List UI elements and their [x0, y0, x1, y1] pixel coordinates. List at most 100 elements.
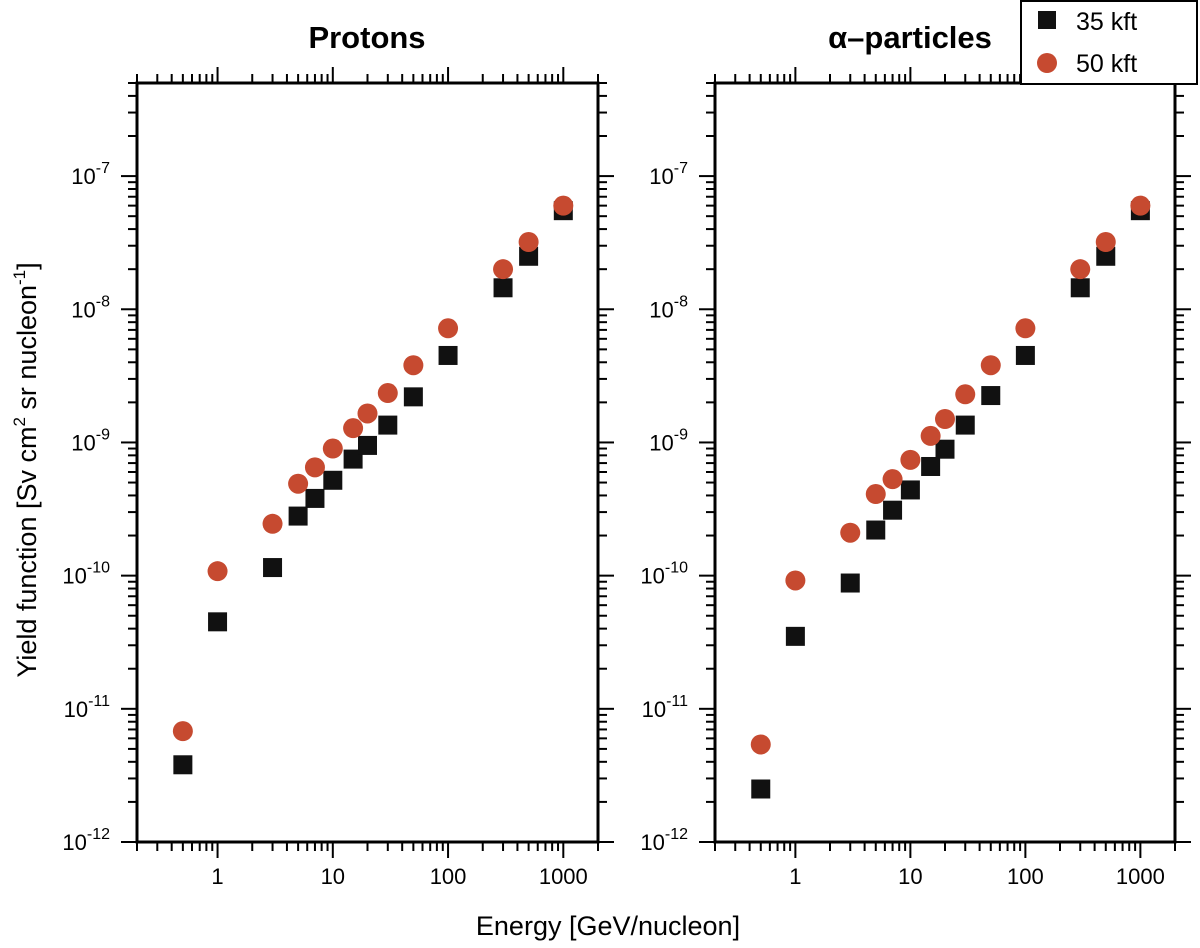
y-tick-label-protons: 10-8: [71, 293, 110, 322]
point-50kft-protons: [343, 418, 364, 439]
y-tick-exponent: -12: [665, 826, 688, 843]
point-35kft-alpha: [955, 415, 975, 435]
y-tick-mantissa: 10: [64, 697, 88, 722]
point-50kft-alpha: [785, 570, 806, 591]
panel-title-protons: Protons: [308, 20, 425, 55]
point-35kft-protons: [343, 449, 363, 469]
y-tick-exponent: -7: [96, 160, 110, 177]
y-tick-mantissa: 10: [62, 830, 86, 855]
point-35kft-protons: [378, 415, 398, 435]
point-50kft-alpha: [980, 355, 1001, 376]
y-axis-label-sup-1: 2: [10, 417, 29, 426]
point-50kft-protons: [553, 195, 574, 216]
point-50kft-protons: [377, 383, 398, 404]
point-35kft-protons: [403, 387, 423, 407]
y-tick-mantissa: 10: [640, 564, 664, 589]
y-tick-mantissa: 10: [71, 164, 95, 189]
point-50kft-alpha: [900, 449, 921, 470]
point-50kft-alpha: [1015, 318, 1036, 339]
legend-marker-50kft: [1037, 53, 1057, 73]
y-tick-exponent: -9: [674, 426, 688, 443]
panel-title-alpha: α–particles: [828, 20, 992, 55]
point-50kft-alpha: [882, 469, 903, 490]
y-tick-exponent: -8: [674, 293, 688, 310]
point-35kft-protons: [358, 435, 377, 455]
point-50kft-alpha: [955, 384, 976, 405]
point-50kft-alpha: [935, 409, 955, 430]
legend-label-35kft: 35 kft: [1076, 8, 1137, 36]
y-tick-label-protons: 10-11: [64, 693, 111, 722]
point-50kft-protons: [322, 438, 343, 459]
y-tick-exponent: -12: [87, 826, 110, 843]
y-tick-label-alpha: 10-7: [649, 160, 688, 189]
point-50kft-protons: [403, 355, 424, 376]
point-35kft-alpha: [981, 386, 1001, 406]
legend: 35 kft 50 kft: [1020, 0, 1198, 85]
y-tick-label-protons: 10-9: [71, 426, 110, 455]
y-axis-label-middle: sr nucleon: [12, 285, 42, 417]
point-35kft-protons: [493, 278, 513, 298]
y-axis-label: Yield function [Sv cm2 sr nucleon-1]: [10, 262, 42, 677]
point-50kft-protons: [207, 561, 228, 582]
y-tick-exponent: -10: [665, 560, 688, 577]
point-35kft-alpha: [866, 520, 886, 540]
point-50kft-alpha: [1095, 231, 1116, 252]
point-35kft-protons: [208, 612, 228, 632]
legend-marker-35kft: [1038, 11, 1056, 29]
y-tick-mantissa: 10: [71, 430, 95, 455]
point-35kft-alpha: [883, 500, 903, 520]
point-35kft-alpha: [935, 439, 955, 459]
point-50kft-protons: [493, 259, 514, 280]
x-tick-label-alpha: 10: [898, 864, 922, 889]
point-35kft-protons: [263, 558, 283, 578]
y-axis-label-main: Yield function [Sv cm: [12, 427, 42, 678]
point-35kft-alpha: [1096, 246, 1116, 266]
y-tick-label-alpha: 10-10: [640, 560, 688, 589]
y-axis-label-sup-2: -1: [10, 270, 29, 285]
point-35kft-alpha: [921, 456, 941, 476]
point-35kft-alpha: [840, 573, 860, 593]
y-tick-exponent: -11: [88, 693, 110, 710]
point-50kft-protons: [304, 457, 325, 478]
point-50kft-protons: [288, 473, 309, 494]
x-tick-label-protons: 1: [211, 864, 223, 889]
point-35kft-alpha: [751, 779, 771, 799]
y-tick-mantissa: 10: [62, 564, 86, 589]
x-tick-label-protons: 1000: [539, 864, 588, 889]
y-tick-exponent: -7: [674, 160, 688, 177]
y-tick-exponent: -10: [87, 560, 110, 577]
y-tick-exponent: -11: [666, 693, 688, 710]
point-50kft-protons: [172, 721, 193, 742]
point-35kft-alpha: [1070, 278, 1090, 298]
y-tick-exponent: -9: [96, 426, 110, 443]
point-35kft-alpha: [1015, 345, 1035, 365]
y-tick-label-alpha: 10-9: [649, 426, 688, 455]
x-tick-label-alpha: 1: [789, 864, 801, 889]
plot-frame-protons: [135, 81, 600, 844]
point-50kft-protons: [357, 403, 378, 424]
point-35kft-protons: [438, 345, 458, 365]
point-50kft-alpha: [1070, 259, 1091, 280]
y-tick-label-alpha: 10-8: [649, 293, 688, 322]
point-50kft-protons: [438, 318, 459, 339]
point-35kft-protons: [288, 506, 308, 526]
y-tick-label-protons: 10-12: [62, 826, 110, 855]
point-50kft-alpha: [840, 522, 861, 543]
point-50kft-protons: [262, 513, 283, 534]
point-35kft-alpha: [785, 626, 805, 646]
point-35kft-alpha: [900, 480, 920, 500]
point-35kft-protons: [173, 755, 193, 775]
legend-label-50kft: 50 kft: [1076, 50, 1137, 78]
y-tick-label-alpha: 10-12: [640, 826, 688, 855]
y-tick-label-protons: 10-10: [62, 560, 110, 589]
point-35kft-protons: [305, 488, 325, 508]
point-50kft-alpha: [750, 734, 771, 755]
y-tick-label-protons: 10-7: [71, 160, 110, 189]
y-tick-exponent: -8: [96, 293, 110, 310]
x-tick-label-protons: 100: [430, 864, 467, 889]
point-35kft-protons: [519, 246, 539, 266]
